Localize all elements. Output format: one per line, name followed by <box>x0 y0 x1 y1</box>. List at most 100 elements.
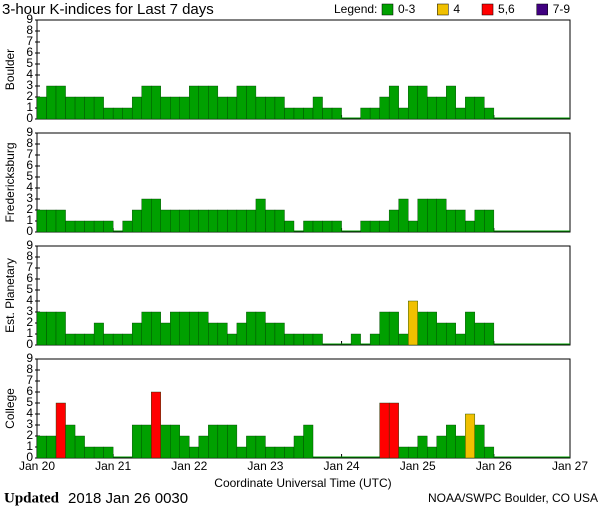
bar <box>446 322 456 346</box>
bar <box>322 107 333 120</box>
bar <box>131 209 142 233</box>
bar <box>103 446 114 459</box>
bar <box>179 96 190 120</box>
bar <box>236 85 247 120</box>
bar <box>198 209 209 233</box>
bar <box>151 391 161 459</box>
bar <box>350 333 361 346</box>
y-tick-label: 8 <box>26 136 33 150</box>
bar <box>84 220 95 233</box>
bar <box>284 446 295 459</box>
bar <box>303 333 314 346</box>
y-tick-label: 5 <box>26 56 33 70</box>
x-tick-label: Jan 26 <box>476 459 512 473</box>
bar <box>274 209 285 233</box>
y-tick-label: 4 <box>26 406 33 420</box>
legend-title: Legend: <box>334 2 377 16</box>
bar <box>398 107 409 120</box>
bar <box>379 311 390 346</box>
bar <box>160 209 171 233</box>
legend-label: 5,6 <box>498 2 515 16</box>
bar <box>236 209 247 233</box>
y-tick-label: 7 <box>26 34 33 48</box>
bar <box>369 220 380 233</box>
bar <box>436 322 447 346</box>
bar <box>274 322 285 346</box>
bar <box>331 220 342 233</box>
y-tick-label: 9 <box>26 238 33 252</box>
bar <box>312 96 323 120</box>
y-tick-label: 9 <box>26 12 33 26</box>
bar <box>455 209 466 233</box>
bar <box>474 209 485 233</box>
bar <box>274 96 285 120</box>
y-tick-label: 7 <box>26 373 33 387</box>
bar <box>74 333 85 346</box>
bar <box>36 96 47 120</box>
footer-date: 2018 Jan 26 0030 <box>68 490 188 507</box>
bar <box>122 220 133 233</box>
legend-label: 4 <box>453 2 460 16</box>
bar <box>455 333 466 346</box>
bar <box>122 107 133 120</box>
bar <box>131 424 142 459</box>
bar <box>227 96 238 120</box>
bar <box>427 96 437 120</box>
bar <box>160 96 171 120</box>
bar <box>284 333 295 346</box>
bar <box>322 220 333 233</box>
chart-title: 3-hour K-indices for Last 7 days <box>2 1 214 18</box>
bar <box>208 85 219 120</box>
y-tick-label: 3 <box>26 78 33 92</box>
bar <box>398 446 409 459</box>
y-tick-label: 7 <box>26 260 33 274</box>
bar <box>293 333 304 346</box>
bar <box>189 209 200 233</box>
bar <box>388 85 399 120</box>
bar <box>103 220 114 233</box>
y-tick-label: 6 <box>26 45 33 59</box>
bar <box>131 96 142 120</box>
bar <box>474 96 485 120</box>
bar <box>417 311 428 346</box>
bar <box>36 435 47 459</box>
bar <box>246 209 257 233</box>
bar <box>484 107 495 120</box>
bar <box>407 446 418 459</box>
bar <box>284 107 295 120</box>
bar <box>236 446 247 459</box>
bar <box>388 402 399 459</box>
y-tick-label: 2 <box>26 202 33 216</box>
bar <box>84 333 95 346</box>
bar <box>407 220 418 233</box>
bar <box>46 435 57 459</box>
bar <box>265 322 276 346</box>
legend-label: 0-3 <box>398 2 416 16</box>
x-tick-label: Jan 27 <box>552 459 588 473</box>
bar <box>303 220 314 233</box>
y-tick-label: 4 <box>26 180 33 194</box>
bar <box>265 96 276 120</box>
bar <box>379 402 390 459</box>
bar <box>179 435 190 459</box>
bar <box>455 435 466 459</box>
bar <box>160 424 171 459</box>
y-tick-label: 0 <box>26 111 33 125</box>
bar <box>236 322 247 346</box>
bar <box>179 311 190 346</box>
bar <box>465 311 476 346</box>
bar <box>46 209 57 233</box>
panel-label: Boulder <box>3 49 17 90</box>
y-tick-label: 6 <box>26 271 33 285</box>
bar <box>141 424 152 459</box>
legend-swatch <box>437 3 449 16</box>
y-tick-label: 9 <box>26 351 33 365</box>
y-tick-label: 3 <box>26 304 33 318</box>
bar <box>255 311 266 346</box>
bar <box>55 85 66 120</box>
bar <box>141 311 152 346</box>
bar <box>474 322 485 346</box>
bar <box>93 322 104 346</box>
bar <box>265 446 276 459</box>
panel-label: College <box>3 388 17 429</box>
